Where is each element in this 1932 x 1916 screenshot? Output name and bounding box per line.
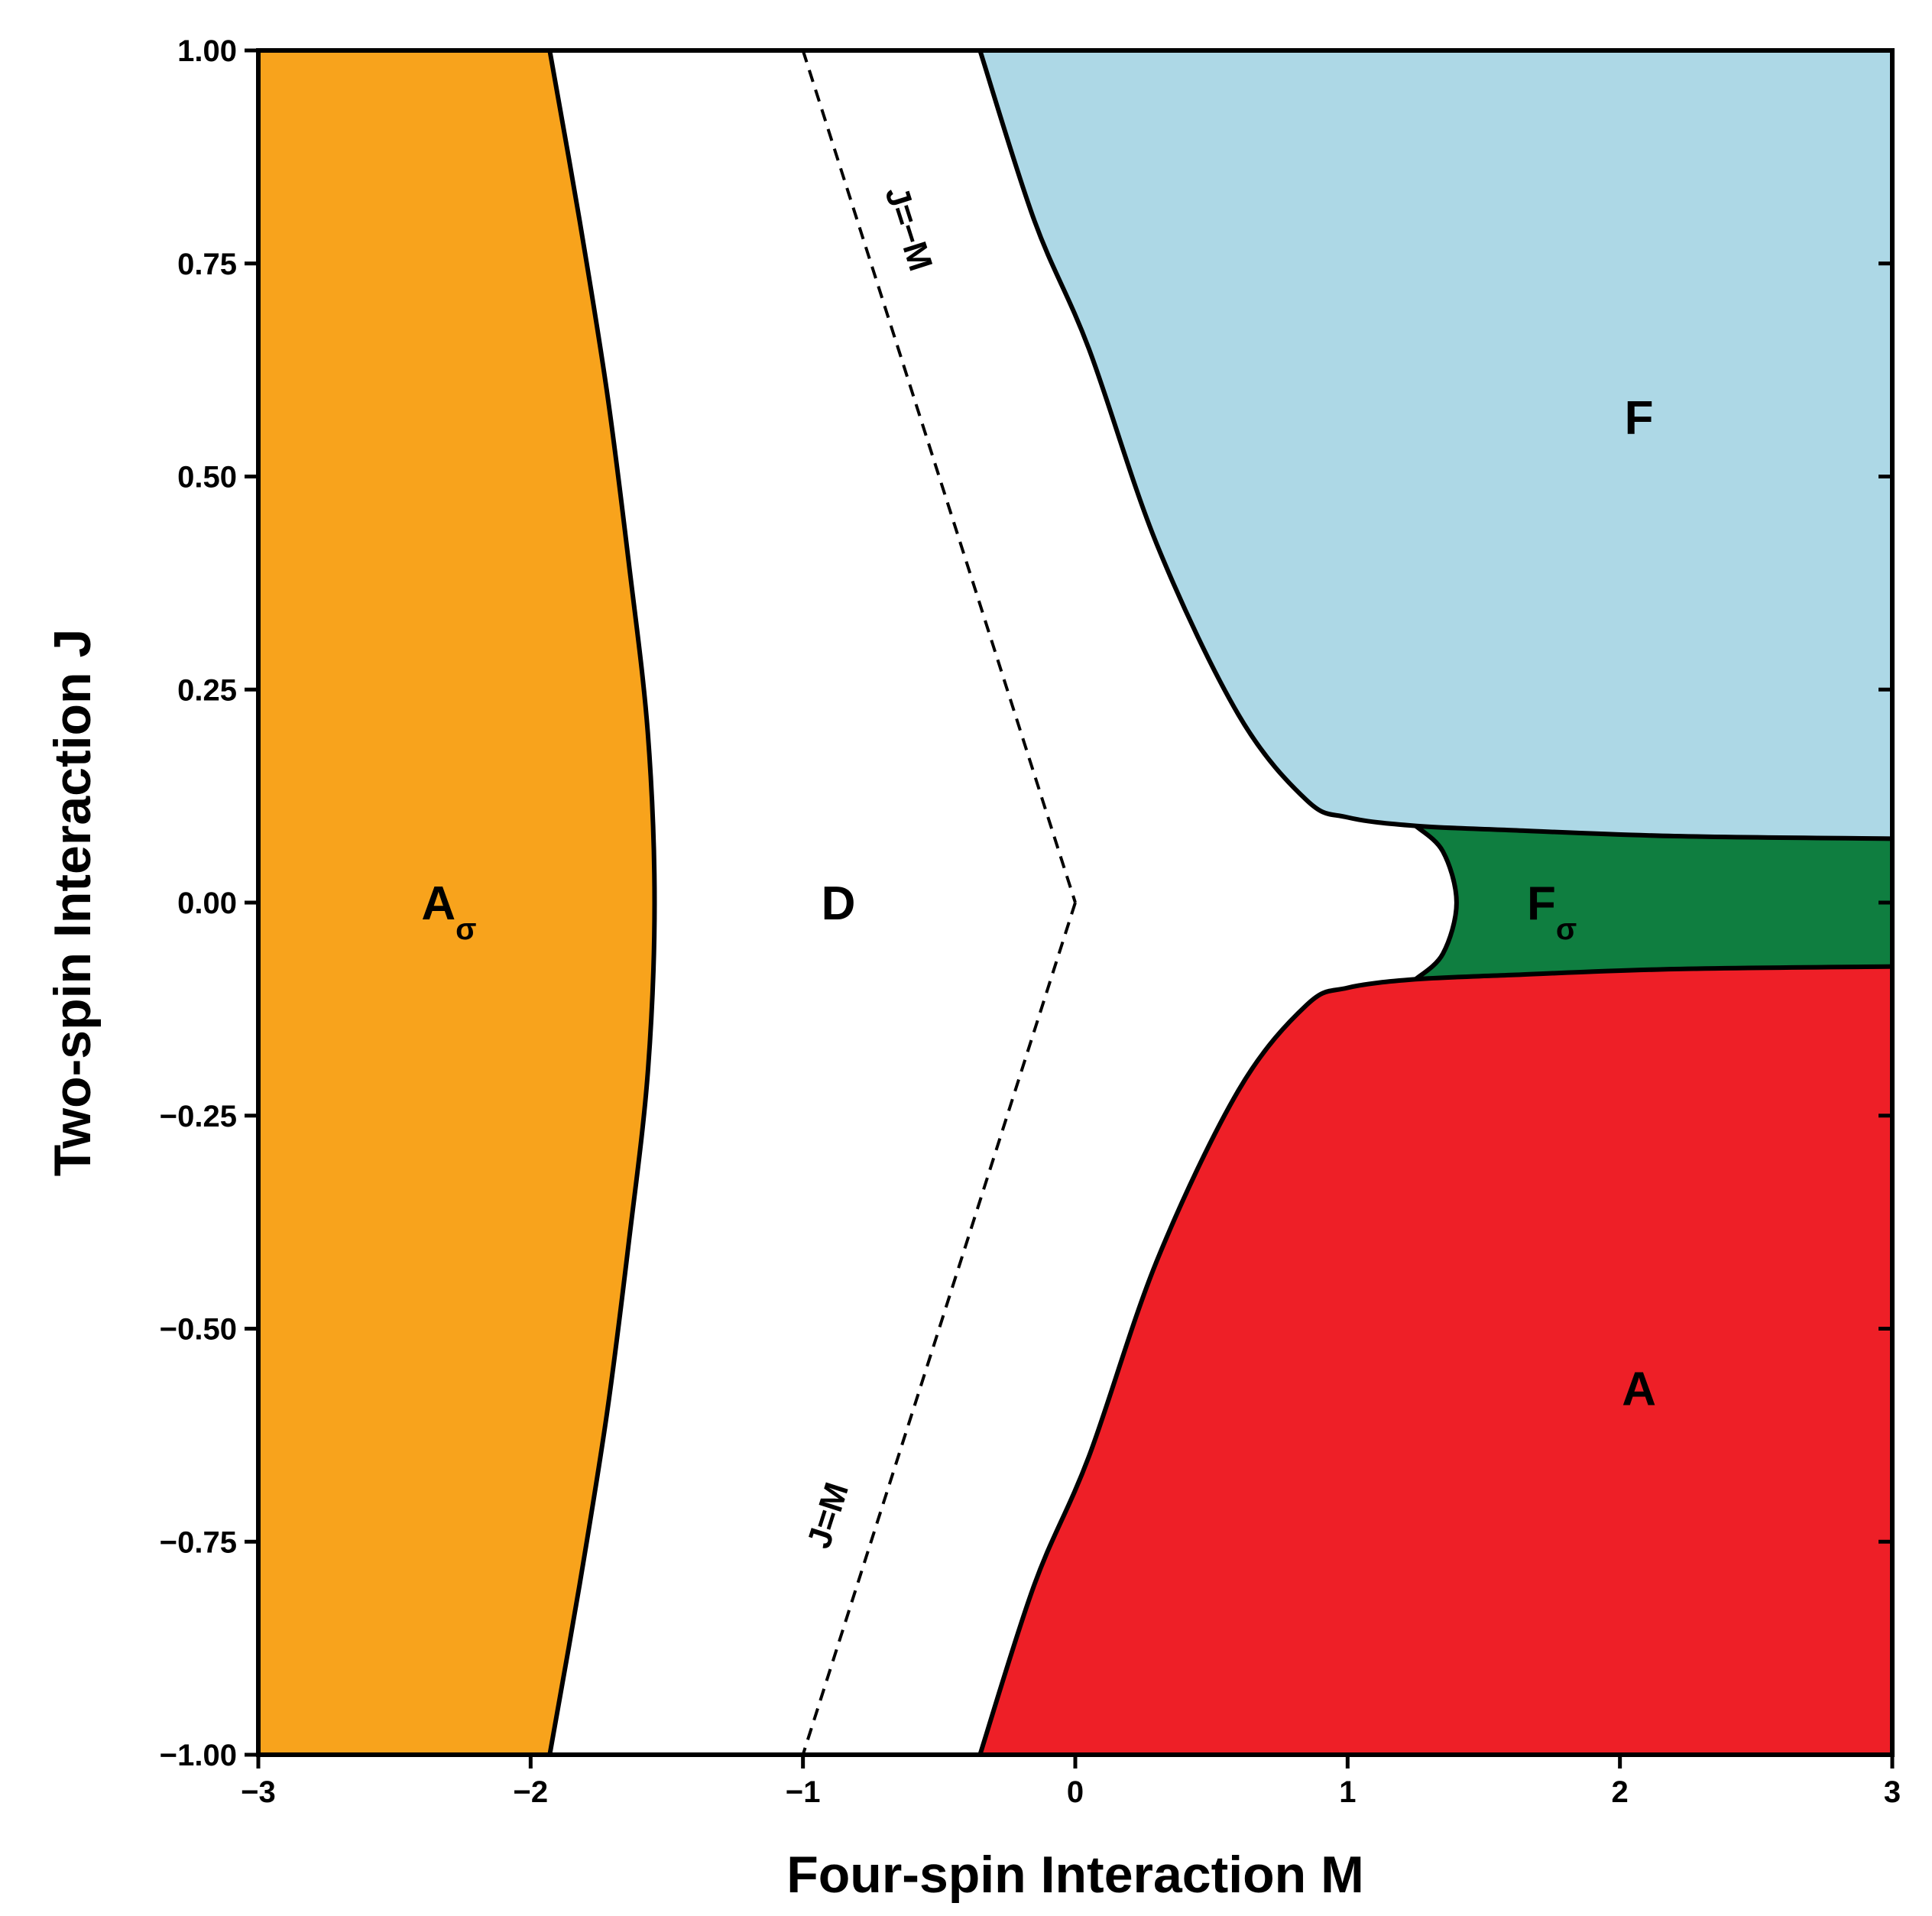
region-label-f: F <box>1625 391 1654 444</box>
y-tick-label: 0.25 <box>177 673 237 707</box>
boundary-a <box>977 964 1893 1756</box>
y-tick-label: 0.75 <box>177 248 237 281</box>
region-label-a-sigma: Aσ <box>421 877 476 946</box>
region-label-f-sigma: Fσ <box>1527 877 1577 946</box>
x-tick-label: 2 <box>1612 1775 1629 1809</box>
x-axis-title: Four-spin Interaction M <box>786 1846 1364 1904</box>
y-axis-title: Two-spin Interaction J <box>44 629 102 1177</box>
guide-line-lower <box>801 902 1077 1756</box>
y-tick-label: −1.00 <box>160 1739 237 1772</box>
boundary-a-sigma <box>547 50 657 1756</box>
x-tick-label: 3 <box>1884 1775 1901 1809</box>
y-tick-label: 0.50 <box>177 461 237 494</box>
guide-line-upper <box>801 50 1077 903</box>
region-a-fill <box>980 966 1892 1755</box>
x-tick-label: −2 <box>514 1775 549 1809</box>
y-tick-label: −0.50 <box>160 1313 237 1347</box>
boundary-f-sigma <box>1414 824 1459 981</box>
y-tick-label: −0.75 <box>160 1525 237 1559</box>
y-tick-label: −0.25 <box>160 1100 237 1133</box>
x-tick-label: −3 <box>241 1775 276 1809</box>
x-tick-label: 1 <box>1339 1775 1356 1809</box>
region-f-sigma-fill <box>1415 825 1892 980</box>
boundary-f <box>977 50 1893 841</box>
region-label-d: D <box>822 877 856 930</box>
axes: −3 −2 −1 0 1 2 3 −1.00 −0.75 −0.50 −0.25 0.00 0.25 0.… <box>160 34 1901 1809</box>
y-tick-label: 1.00 <box>177 34 237 68</box>
region-label-a: A <box>1622 1363 1656 1416</box>
region-subscript-f-sigma: σ <box>1556 913 1577 946</box>
x-tick-label: −1 <box>786 1775 821 1809</box>
x-tick-label: 0 <box>1067 1775 1084 1809</box>
region-a-sigma-fill <box>258 50 655 1755</box>
region-subscript-a-sigma: σ <box>455 913 476 946</box>
y-tick-label: 0.00 <box>177 887 237 920</box>
region-f-fill <box>980 50 1892 839</box>
